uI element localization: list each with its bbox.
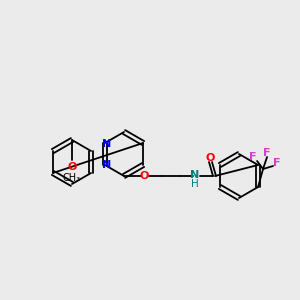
- Text: F: F: [249, 152, 257, 162]
- Text: F: F: [263, 148, 271, 158]
- Text: O: O: [67, 162, 77, 172]
- Text: CH₃: CH₃: [63, 173, 81, 183]
- Text: H: H: [191, 179, 199, 189]
- Text: N: N: [102, 160, 112, 170]
- Text: N: N: [102, 139, 112, 149]
- Text: F: F: [273, 158, 281, 168]
- Text: O: O: [205, 153, 215, 163]
- Text: O: O: [139, 171, 149, 181]
- Text: N: N: [190, 170, 200, 180]
